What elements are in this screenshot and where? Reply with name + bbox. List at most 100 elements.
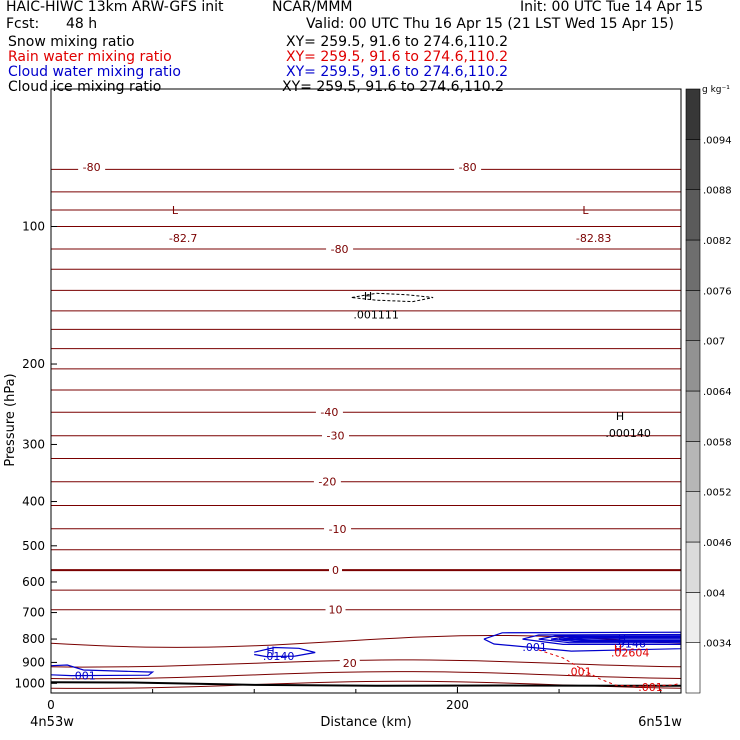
x-axis-label: Distance (km) [320,715,411,730]
isotherm-label: -20 [318,476,336,489]
extremum-label: H [618,633,626,646]
colorbar-segment [685,541,701,593]
cloud-water-contour [538,635,681,644]
extremum-label: .000140 [605,427,651,440]
cloud-water-contour [567,637,681,641]
contour-label-bg [313,474,341,488]
isotherm-label: -10 [329,523,347,536]
extremum-label: .001 [71,670,96,683]
y-tick-label: 800 [22,632,45,646]
x-endpoint-left: 4n53w [30,715,74,730]
colorbar-segment [685,290,701,341]
y-tick-label: 600 [22,575,45,589]
colorbar-label: .0088 [703,186,732,197]
extremum-label: .001 [567,665,592,678]
field-label-cloud-water: Cloud water mixing ratio [8,64,181,80]
x-tick-label: 0 [47,698,55,712]
extremum-label: L [172,204,179,217]
field-label-rain: Rain water mixing ratio [8,49,172,65]
contour-label-bg [324,521,352,535]
colorbar-segment [685,642,701,694]
cloud-water-contour [254,646,316,658]
colorbar-segment [685,592,701,643]
plot-frame [50,88,682,694]
colorbar: .0034 .004 .0046 .0052 .0058 .0064 .007 .0076 .0… [685,85,732,694]
isotherm-line [51,671,681,680]
y-tick-label: 100 [22,220,45,234]
contour-label-bg [339,656,360,670]
org-label: NCAR/MMM [272,0,353,15]
field-label-snow: Snow mixing ratio [8,34,135,50]
colorbar-label: .0082 [703,236,732,247]
cloud-water-contour [483,631,681,652]
y-tick-label: 300 [22,437,45,451]
cloud-ice-contour [351,292,434,303]
colorbar-segment [685,239,701,291]
x-endpoint-right: 6n51w [638,715,682,730]
init-time: Init: 00 UTC Tue 14 Apr 15 [520,0,704,15]
colorbar-segment [685,491,701,543]
y-tick-label: 1000 [14,676,45,690]
colorbar-segment [685,390,701,442]
isotherm-label: 20 [343,657,357,670]
y-tick-label: 500 [22,539,45,553]
isotherm-label: -80 [459,161,477,174]
y-tick-label: 200 [22,357,45,371]
colorbar-segment [685,340,701,392]
isotherm-line [51,659,681,668]
y-tick-label: 700 [22,606,45,620]
contour-label-bg [329,563,343,577]
colorbar-label: .007 [703,337,725,348]
colorbar-segment [685,88,701,140]
extremum-label: -82.83 [576,232,611,245]
colorbar-segment [685,189,701,241]
isotherm-label: -30 [327,430,345,443]
extremum-label: .001111 [353,309,399,322]
extremum-label: H [364,290,372,303]
extremum-label: .9146 [614,637,646,650]
contour-label-bg [326,241,354,255]
x-tick-label: 200 [446,698,469,712]
colorbar-label: .0076 [703,286,732,297]
extremum-label: H [266,645,274,658]
cloud-water-contour [522,633,681,645]
y-tick-label: 400 [22,495,45,509]
isotherm-label: -80 [331,243,349,256]
y-axis-label: Pressure (hPa) [3,373,18,466]
extremum-label: .001 [638,681,663,694]
field-label-cloud-ice: Cloud ice mixing ratio [8,79,162,95]
forecast-label: Fcst: [6,16,40,32]
cloud-water-contour [550,636,681,643]
colorbar-label: .004 [703,588,725,599]
extremum-label: H [616,410,624,423]
cloud-water-contour [559,637,681,642]
contour-labels: -80 -80 -80 -40 -30 -20 -10 0 10 20 L -82.7 L -82.83 H… [71,159,663,694]
contour-label-bg [322,428,350,442]
cloud-water-contour [51,664,155,677]
colorbar-label: .0052 [703,488,732,499]
ground-line [51,681,681,687]
isotherm-label: -80 [83,161,101,174]
colorbar-label: .0046 [703,538,732,549]
colorbar-label: .0064 [703,387,732,398]
colorbar-label: .0058 [703,437,732,448]
contour-label-bg [315,405,343,419]
extremum-label: L [582,204,589,217]
extremum-label: H [614,643,622,656]
field-xy-snow: XY= 259.5, 91.6 to 274.6,110.2 [286,34,509,50]
isotherm-label: 10 [329,604,343,617]
colorbar-segment [685,441,701,492]
y-tick-label: 900 [22,655,45,669]
isotherm-label: -40 [320,406,338,419]
extremum-label: .0140 [263,650,295,663]
colorbar-segment [685,139,701,190]
contour-label-bg [78,159,106,173]
contour-label-bg [325,602,346,616]
field-xy-cloud-water: XY= 259.5, 91.6 to 274.6,110.2 [286,64,509,80]
colorbar-label: .0094 [703,135,732,146]
isotherm-label: 0 [332,564,339,577]
temperature-contours [51,168,681,689]
extremum-label: -82.7 [169,232,197,245]
